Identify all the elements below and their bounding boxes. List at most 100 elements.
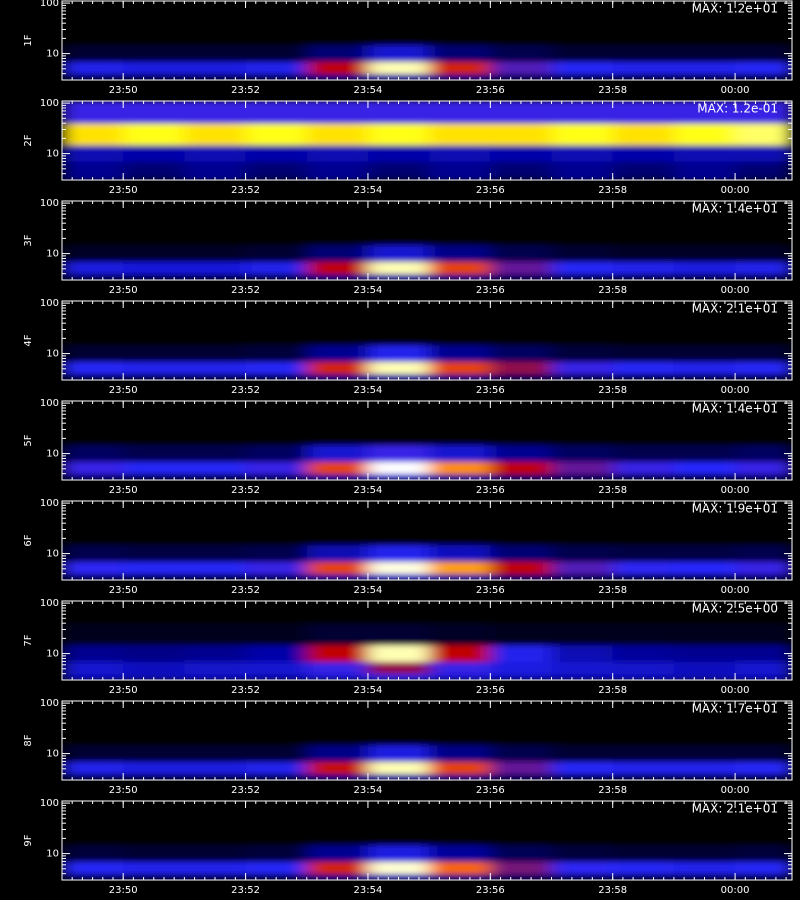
heatmap <box>62 101 792 180</box>
cell <box>429 861 491 875</box>
cell <box>551 601 614 624</box>
cell <box>551 1 614 24</box>
cell <box>490 544 553 562</box>
x-tick-label: 23:54 <box>354 585 383 596</box>
cell <box>429 323 491 346</box>
cell <box>306 623 369 646</box>
x-tick-label: 23:56 <box>476 485 505 496</box>
cell <box>62 823 124 846</box>
cell <box>62 101 124 124</box>
cell <box>123 761 185 775</box>
cell <box>612 844 675 862</box>
cell <box>306 744 369 762</box>
y-axis-label: 5F <box>23 434 34 446</box>
x-tick-label: 23:56 <box>476 285 505 296</box>
cell <box>673 361 736 375</box>
cell <box>612 401 675 424</box>
cell <box>245 444 308 462</box>
y-tick-label: 10 <box>46 149 59 160</box>
cell <box>673 701 736 724</box>
heatmap <box>62 801 792 880</box>
x-tick-label: 23:52 <box>231 85 260 96</box>
cell <box>367 823 430 846</box>
cell <box>735 444 792 462</box>
cell <box>551 144 614 162</box>
cell <box>245 223 308 246</box>
heatmap <box>62 301 792 380</box>
cell <box>245 1 308 24</box>
cell <box>306 473 369 480</box>
cell <box>735 773 792 780</box>
cell <box>367 644 430 662</box>
cell <box>673 344 736 362</box>
cell <box>429 461 491 475</box>
cell <box>551 273 614 280</box>
cell <box>612 73 675 80</box>
annotation: MAX: 1.4e+01 <box>692 202 778 216</box>
cell <box>735 661 792 675</box>
cell <box>551 801 614 824</box>
cell <box>184 173 247 180</box>
cell <box>490 873 553 880</box>
cell <box>612 773 675 780</box>
plot-area <box>62 1 792 80</box>
cell <box>123 161 185 175</box>
cell <box>673 744 736 762</box>
cell <box>429 23 491 46</box>
cell <box>612 561 675 575</box>
x-tick-label: 23:52 <box>231 785 260 796</box>
annotation: MAX: 1.2e-01 <box>697 102 778 116</box>
cell <box>429 1 491 24</box>
cell <box>245 873 308 880</box>
cell <box>123 801 185 824</box>
heatmap <box>62 501 792 580</box>
x-tick-label: 23:54 <box>354 85 383 96</box>
cell <box>123 844 185 862</box>
cell <box>306 61 369 75</box>
cell <box>306 261 369 275</box>
cell <box>612 623 675 646</box>
cell <box>184 101 247 124</box>
cell <box>184 44 247 62</box>
panel: 23:50 23:52 23:54 23:56 23:58 00:00 10 100 1F MAX… <box>23 0 793 96</box>
cell <box>551 444 614 462</box>
cell <box>62 301 124 324</box>
cell <box>490 273 553 280</box>
cell <box>62 501 124 524</box>
cell <box>612 1 675 24</box>
cell <box>62 73 124 80</box>
cell <box>62 861 124 875</box>
cell <box>123 361 185 375</box>
cell <box>306 423 369 446</box>
plot-area <box>62 801 792 880</box>
cell <box>673 223 736 246</box>
cell <box>123 673 185 680</box>
x-tick-label: 00:00 <box>721 185 750 196</box>
cell <box>123 223 185 246</box>
cell <box>429 123 491 146</box>
cell <box>612 223 675 246</box>
cell <box>612 661 675 675</box>
cell <box>490 44 553 62</box>
cell <box>62 244 124 262</box>
cell <box>429 473 491 480</box>
cell <box>490 673 553 680</box>
cell <box>735 623 792 646</box>
cell <box>367 423 430 446</box>
cell <box>367 201 430 224</box>
cell <box>62 401 124 424</box>
cell <box>62 544 124 562</box>
cell <box>551 261 614 275</box>
annotation: MAX: 2.1e+01 <box>692 302 778 316</box>
frame <box>61 0 793 81</box>
panel: 23:50 23:52 23:54 23:56 23:58 00:00 10 100 3F MAX… <box>23 198 793 296</box>
cell <box>367 44 430 62</box>
cell <box>62 801 124 824</box>
cell <box>367 123 430 146</box>
y-tick-label: 10 <box>46 349 59 360</box>
y-tick-label: 10 <box>46 49 59 60</box>
cell <box>673 323 736 346</box>
cell <box>306 861 369 875</box>
cell <box>612 573 675 580</box>
cell <box>673 661 736 675</box>
